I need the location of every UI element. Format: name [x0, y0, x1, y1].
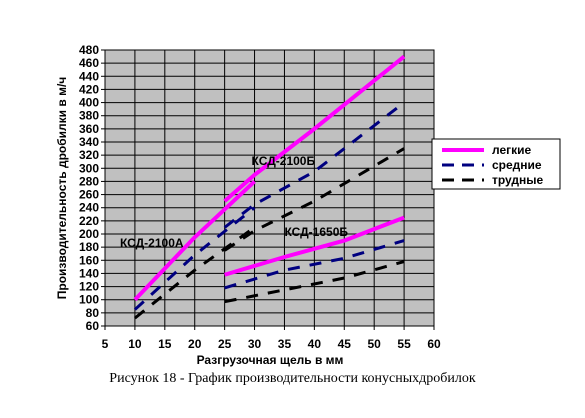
y-tick-label: 100 [79, 293, 99, 307]
x-tick-label: 55 [397, 337, 411, 351]
annotation-label: КСД-1650Б [284, 225, 348, 239]
y-tick-label: 440 [79, 69, 99, 83]
plot-area [104, 49, 435, 327]
x-tick-label: 10 [128, 337, 142, 351]
x-tick-label: 30 [248, 337, 262, 351]
series-layer [133, 55, 406, 320]
y-axis-title: Производительность дробилки в м/ч [55, 77, 69, 300]
y-tick-label: 460 [79, 56, 99, 70]
series-line-hard [223, 147, 405, 252]
y-tick-label: 140 [79, 266, 99, 280]
y-axis-ticks: 6080100120140160180200220240260280300320… [79, 43, 105, 333]
y-tick-label: 420 [79, 82, 99, 96]
x-tick-label: 40 [308, 337, 322, 351]
y-tick-label: 280 [79, 174, 99, 188]
series-line-hard [224, 260, 405, 304]
series-line-medium [133, 206, 256, 311]
y-tick-label: 60 [86, 319, 100, 333]
series-line-light [133, 179, 256, 302]
x-tick-label: 45 [338, 337, 352, 351]
x-tick-label: 35 [278, 337, 292, 351]
y-tick-label: 360 [79, 122, 99, 136]
x-tick-label: 60 [427, 337, 441, 351]
series-line-medium [223, 101, 406, 229]
x-axis-title: Разгрузочная щель в мм [197, 353, 344, 367]
y-tick-label: 340 [79, 135, 99, 149]
y-tick-label: 480 [79, 43, 99, 57]
series-line-hard [133, 226, 256, 320]
y-tick-label: 220 [79, 214, 99, 228]
y-tick-label: 300 [79, 161, 99, 175]
y-tick-label: 320 [79, 148, 99, 162]
y-tick-label: 260 [79, 188, 99, 202]
y-tick-label: 240 [79, 201, 99, 215]
x-tick-label: 15 [158, 337, 172, 351]
annotation-label: КСД-2100А [120, 236, 184, 250]
series-line-light [223, 55, 406, 203]
series-line-medium [224, 239, 405, 290]
x-tick-label: 20 [188, 337, 202, 351]
legend-label: средние [492, 158, 542, 172]
x-tick-label: 25 [218, 337, 232, 351]
x-tick-label: 5 [102, 337, 109, 351]
annotation-label: КСД-2100Б [252, 154, 316, 168]
y-tick-label: 180 [79, 240, 99, 254]
series-line-light [224, 215, 405, 277]
y-tick-label: 380 [79, 109, 99, 123]
x-tick-label: 50 [368, 337, 382, 351]
y-tick-label: 120 [79, 280, 99, 294]
y-tick-label: 80 [86, 306, 100, 320]
annotations: КСД-2100А КСД-2100Б КСД-1650Б [120, 154, 348, 250]
x-axis-ticks: 5 10 15 20 25 30 35 40 45 50 55 60 [102, 326, 441, 351]
y-tick-label: 160 [79, 253, 99, 267]
figure-caption: Рисунок 18 - График производительности к… [109, 371, 476, 386]
legend-label: легкие [492, 143, 532, 157]
y-tick-label: 200 [79, 227, 99, 241]
y-tick-label: 400 [79, 96, 99, 110]
legend-label: трудные [492, 173, 544, 187]
